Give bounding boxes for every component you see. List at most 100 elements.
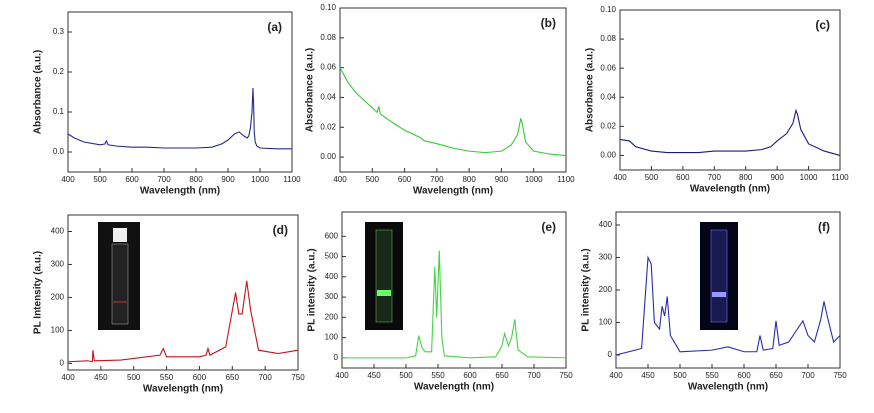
plot-frame — [619, 9, 841, 171]
y-tick-label: 600 — [325, 231, 339, 240]
x-tick-label: 500 — [673, 371, 687, 380]
spectrum-line — [615, 255, 841, 356]
x-tick-label: 900 — [221, 175, 235, 184]
panel: 400 450 500 550 600 650 700 750 0 100 200 300 400 500… — [307, 211, 573, 393]
plot-frame — [67, 214, 299, 371]
x-tick-label: 500 — [93, 175, 107, 184]
x-tick-label: 900 — [495, 175, 509, 184]
y-tick-label: 100 — [51, 326, 65, 335]
x-tick-label: 400 — [61, 373, 75, 382]
x-tick-label: 450 — [641, 371, 655, 380]
spectrum-line — [342, 250, 567, 359]
y-tick-label: 300 — [51, 260, 65, 269]
x-tick-label: 750 — [833, 371, 847, 380]
x-axis-label: Wavelength (nm) — [143, 384, 223, 395]
spectrum-line — [339, 67, 567, 157]
y-axis-label: PL intensity (a.u.) — [581, 248, 592, 331]
y-axis-label: Absorbance (a.u.) — [585, 48, 596, 132]
x-tick-label: 650 — [226, 373, 240, 382]
x-tick-label: 600 — [193, 373, 207, 382]
y-tick-label: 0.00 — [600, 151, 616, 160]
y-tick-label: 0.0 — [53, 147, 65, 156]
x-tick-label: 600 — [676, 173, 690, 182]
y-tick-label: 0.08 — [600, 34, 616, 43]
x-tick-label: 400 — [613, 173, 627, 182]
y-tick-label: 0.08 — [320, 33, 336, 42]
spectrum-line — [67, 280, 299, 363]
y-tick-label: 400 — [51, 227, 65, 236]
x-tick-label: 700 — [157, 175, 171, 184]
y-tick-label: 0.06 — [600, 63, 616, 72]
spectrum-line — [67, 87, 292, 150]
plot-frame — [339, 7, 567, 173]
x-tick-label: 550 — [705, 371, 719, 380]
inset-photo-d — [98, 222, 140, 330]
y-axis-label: PL intensity (a.u.) — [307, 248, 318, 331]
panel: 400 450 500 550 600 650 700 750 0 100 200 300 400 Wav… — [581, 211, 847, 393]
inset-photo-e — [365, 222, 403, 330]
y-axis-label: PL Intensity (a.u.) — [33, 251, 44, 334]
x-tick-label: 1100 — [557, 175, 575, 184]
x-tick-label: 400 — [61, 175, 75, 184]
x-tick-label: 1000 — [525, 175, 543, 184]
panel-label: (a) — [267, 20, 282, 34]
x-tick-label: 500 — [399, 371, 413, 380]
x-tick-label: 900 — [770, 173, 784, 182]
x-tick-label: 550 — [431, 371, 445, 380]
y-tick-label: 0.1 — [53, 107, 65, 116]
y-tick-label: 0.02 — [320, 122, 336, 131]
y-tick-label: 0.04 — [320, 93, 336, 102]
x-tick-label: 500 — [127, 373, 141, 382]
y-tick-label: 0.2 — [53, 67, 65, 76]
inset-photo-f — [700, 222, 738, 330]
y-tick-label: 0 — [60, 359, 65, 368]
y-tick-label: 200 — [599, 285, 613, 294]
y-tick-label: 0 — [608, 350, 613, 359]
y-tick-label: 0 — [334, 353, 339, 362]
x-tick-label: 1000 — [800, 173, 818, 182]
y-axis-label: Absorbance (a.u.) — [305, 48, 316, 132]
x-tick-label: 600 — [398, 175, 412, 184]
y-tick-label: 500 — [325, 252, 339, 261]
x-tick-label: 750 — [291, 373, 305, 382]
x-tick-label: 800 — [189, 175, 203, 184]
x-tick-label: 600 — [463, 371, 477, 380]
panel-label: (c) — [815, 18, 830, 32]
x-tick-label: 700 — [527, 371, 541, 380]
y-tick-label: 400 — [599, 220, 613, 229]
y-tick-label: 100 — [599, 318, 613, 327]
y-tick-label: 0.02 — [600, 121, 616, 130]
x-tick-label: 500 — [645, 173, 659, 182]
y-tick-label: 0.04 — [600, 92, 616, 101]
plot-frame — [341, 211, 567, 369]
panel: 400 450 500 550 600 650 700 750 0 100 200 300 400 Wav… — [33, 214, 305, 395]
x-tick-label: 800 — [739, 173, 753, 182]
x-tick-label: 650 — [769, 371, 783, 380]
x-tick-label: 800 — [462, 175, 476, 184]
x-tick-label: 400 — [609, 371, 623, 380]
y-tick-label: 0.10 — [600, 5, 616, 14]
x-tick-label: 700 — [708, 173, 722, 182]
x-tick-label: 400 — [335, 371, 349, 380]
x-tick-label: 700 — [430, 175, 444, 184]
panel: 400 500 600 700 800 900 1000 1100 0.00 0.02 0.04 0.… — [305, 3, 576, 197]
y-tick-label: 0.00 — [320, 152, 336, 161]
x-tick-label: 550 — [160, 373, 174, 382]
x-axis-label: Wavelength (nm) — [413, 186, 493, 197]
x-tick-label: 450 — [367, 371, 381, 380]
panel: 400 500 600 700 800 900 1000 1100 0.00 0.02 0.04 0.… — [585, 5, 850, 195]
x-tick-label: 450 — [94, 373, 108, 382]
x-tick-label: 700 — [801, 371, 815, 380]
x-tick-label: 500 — [366, 175, 380, 184]
x-tick-label: 1100 — [283, 175, 301, 184]
y-tick-label: 200 — [51, 293, 65, 302]
panel-label: (e) — [541, 220, 556, 234]
panel-label: (b) — [541, 16, 556, 30]
panel-label: (d) — [273, 223, 288, 237]
x-tick-label: 400 — [333, 175, 347, 184]
x-tick-label: 1000 — [251, 175, 269, 184]
panel: 400 500 600 700 800 900 1000 1100 0.0 0.1 0.2 0.3 Wa… — [33, 11, 301, 197]
y-axis-label: Absorbance (a.u.) — [33, 50, 44, 134]
